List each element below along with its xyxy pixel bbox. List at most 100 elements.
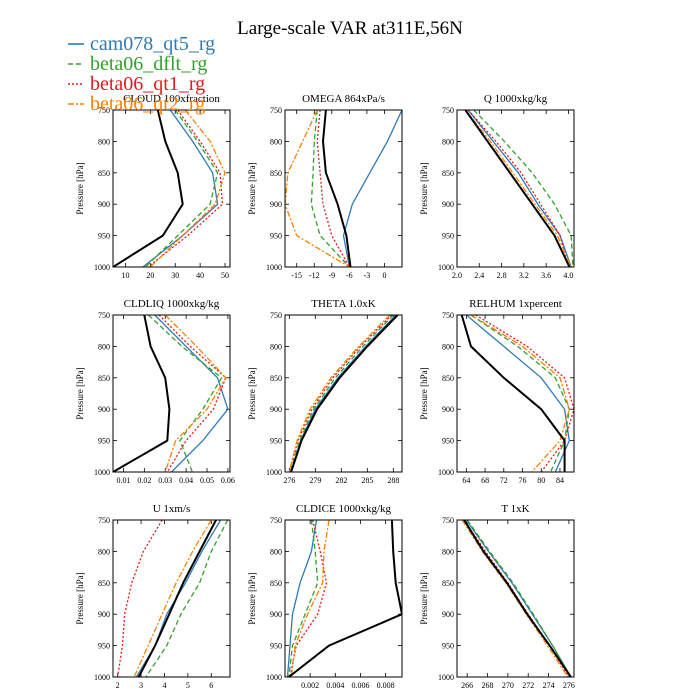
- y-tick-label: 750: [442, 311, 454, 320]
- panel-grid: CLOUD 100xfraction Pressure [hPa] 750 800 85…: [75, 93, 575, 690]
- series-line-control: [288, 520, 402, 677]
- y-axis-label: Pressure [hPa]: [419, 367, 429, 419]
- series-line-cam078-qt5-rg: [142, 110, 219, 267]
- panel-title: THETA 1.0xK: [311, 298, 376, 310]
- x-tick-label: 0.06: [221, 476, 235, 485]
- y-tick-label: 750: [270, 106, 282, 115]
- plot-frame: [284, 519, 403, 678]
- y-tick-label: 800: [442, 342, 454, 351]
- series-line-beta06-qt1-rg: [475, 315, 574, 472]
- x-tick-label: 0.04: [179, 476, 193, 485]
- legend-entry: beta06_qt1_rg: [90, 73, 205, 95]
- series-line-beta06-dflt-rg: [466, 520, 572, 677]
- x-tick-label: 80: [537, 476, 545, 485]
- series-line-control: [321, 110, 352, 267]
- panel-q-1000xkg-kg: Q 1000xkg/kg Pressure [hPa] 750 800 850 900 95…: [419, 93, 575, 280]
- x-tick-label: 270: [502, 681, 514, 690]
- x-tick-label: 50: [221, 271, 229, 280]
- y-tick-label: 950: [270, 232, 282, 241]
- y-tick-label: 750: [442, 516, 454, 525]
- y-tick-label: 1000: [94, 468, 110, 477]
- y-tick-label: 950: [98, 437, 110, 446]
- series-line-cam078-qt5-rg: [465, 520, 572, 677]
- legend-entry: beta06_dflt_rg: [90, 53, 207, 75]
- plot-frame: [112, 314, 231, 473]
- x-tick-label: 84: [556, 476, 564, 485]
- series-line-beta06-qt1-rg: [117, 520, 163, 677]
- y-tick-label: 1000: [438, 468, 454, 477]
- y-tick-label: 800: [270, 137, 282, 146]
- x-tick-label: 276: [283, 476, 295, 485]
- y-tick-label: 850: [442, 169, 454, 178]
- panel-title: CLOUD 100xfraction: [123, 93, 220, 105]
- legend: cam078_qt5_rgbeta06_dflt_rgbeta06_qt1_rg…: [68, 33, 215, 115]
- y-tick-label: 900: [98, 610, 110, 619]
- y-tick-label: 750: [98, 311, 110, 320]
- x-tick-label: 276: [563, 681, 575, 690]
- x-tick-label: 285: [361, 476, 373, 485]
- panel-title: CLDICE 1000xkg/kg: [296, 503, 392, 515]
- plot-frame: [456, 109, 575, 268]
- y-tick-label: 750: [270, 516, 282, 525]
- series-line-beta06-dflt-rg: [288, 520, 319, 677]
- series-line-cam078-qt5-rg: [135, 520, 222, 677]
- y-tick-label: 850: [442, 374, 454, 383]
- series-line-beta06-dflt-rg: [473, 110, 574, 267]
- y-tick-label: 950: [98, 232, 110, 241]
- x-tick-label: 3.6: [541, 271, 551, 280]
- panel-t-1xk: T 1xK Pressure [hPa] 750 800 850 900 950 1000 26…: [419, 503, 575, 690]
- y-tick-label: 800: [442, 137, 454, 146]
- series-line-beta06-qt2-rg: [461, 520, 569, 677]
- y-tick-label: 900: [442, 610, 454, 619]
- x-tick-label: 2.4: [474, 271, 484, 280]
- y-tick-label: 950: [270, 642, 282, 651]
- panel-cloud-100xfraction: CLOUD 100xfraction Pressure [hPa] 750 800 85…: [75, 93, 231, 280]
- x-tick-label: 3.2: [519, 271, 529, 280]
- x-tick-label: 72: [500, 476, 508, 485]
- x-tick-label: 288: [387, 476, 399, 485]
- series-line-beta06-qt2-rg: [470, 315, 570, 472]
- series-line-control: [460, 315, 566, 472]
- x-tick-label: 266: [461, 681, 473, 690]
- series-line-cam078-qt5-rg: [154, 315, 229, 472]
- panel-relhum-1xpercent: RELHUM 1xpercent Pressure [hPa] 750 800 850 9…: [419, 298, 575, 485]
- y-tick-label: 1000: [266, 468, 282, 477]
- panel-title: T 1xK: [501, 503, 529, 515]
- panel-title: CLDLIQ 1000xkg/kg: [124, 298, 220, 310]
- x-tick-label: 274: [543, 681, 555, 690]
- x-tick-label: 2: [116, 681, 120, 690]
- y-tick-label: 850: [442, 579, 454, 588]
- y-axis-label: Pressure [hPa]: [75, 367, 85, 419]
- x-tick-label: 0.05: [200, 476, 214, 485]
- x-tick-label: 0.002: [301, 681, 319, 690]
- series-line-beta06-dflt-rg: [148, 315, 223, 472]
- x-tick-label: 0.03: [158, 476, 172, 485]
- series-line-control: [463, 520, 572, 677]
- y-tick-label: 1000: [266, 673, 282, 682]
- x-tick-label: -12: [309, 271, 320, 280]
- series-line-beta06-qt1-rg: [467, 110, 570, 267]
- x-tick-label: 30: [171, 271, 179, 280]
- y-axis-label: Pressure [hPa]: [247, 367, 257, 419]
- x-tick-label: 6: [209, 681, 213, 690]
- series-line-cam078-qt5-rg: [342, 110, 402, 267]
- y-tick-label: 900: [442, 200, 454, 209]
- x-tick-label: 5: [186, 681, 190, 690]
- plot-frame: [456, 519, 575, 678]
- y-tick-label: 900: [270, 610, 282, 619]
- y-tick-label: 900: [270, 405, 282, 414]
- y-tick-label: 850: [98, 374, 110, 383]
- x-tick-label: 2.8: [497, 271, 507, 280]
- series-line-beta06-dflt-rg: [144, 110, 219, 267]
- x-tick-label: 40: [196, 271, 204, 280]
- y-tick-label: 900: [98, 405, 110, 414]
- series-line-beta06-qt2-rg: [149, 110, 226, 267]
- x-tick-label: 0.01: [116, 476, 130, 485]
- y-tick-label: 800: [98, 547, 110, 556]
- series-line-beta06-qt2-rg: [288, 315, 391, 472]
- plot-frame: [284, 314, 403, 473]
- panel-title: RELHUM 1xpercent: [469, 298, 562, 310]
- y-tick-label: 900: [442, 405, 454, 414]
- series-line-cam078-qt5-rg: [290, 315, 397, 472]
- plot-frame: [284, 109, 403, 268]
